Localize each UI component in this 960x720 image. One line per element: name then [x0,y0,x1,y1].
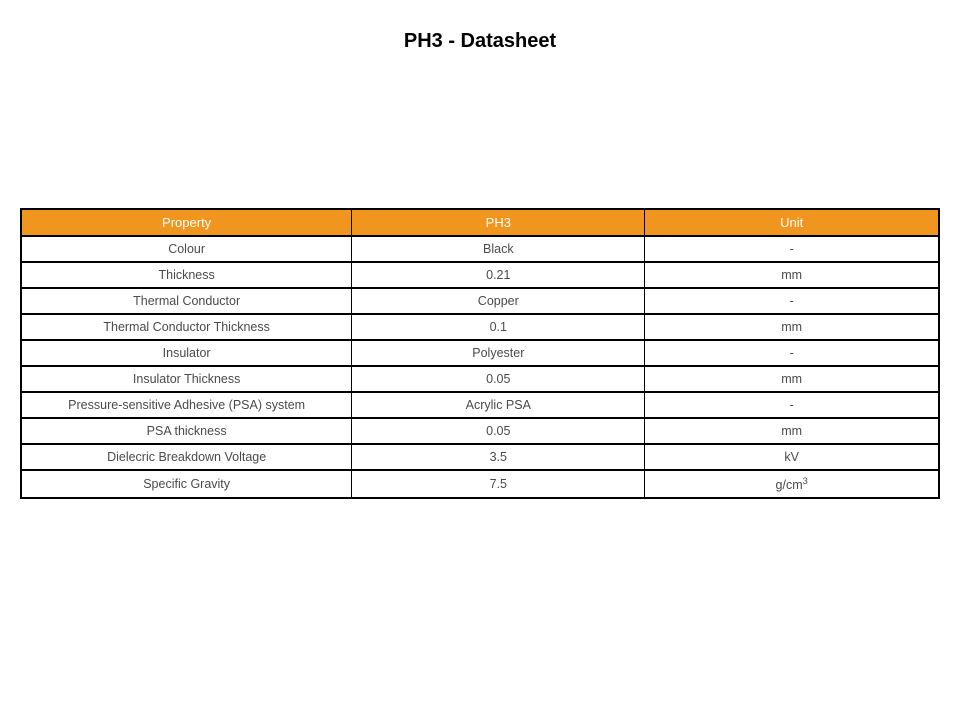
table-row: Thickness0.21mm [22,262,938,288]
table-row: Dielecric Breakdown Voltage3.5kV [22,444,938,470]
cell-property: Dielecric Breakdown Voltage [22,444,352,470]
table-row: Specific Gravity7.5g/cm3 [22,470,938,497]
datasheet-table: Property PH3 Unit ColourBlack-Thickness0… [22,210,938,497]
table-row: Thermal Conductor Thickness0.1mm [22,314,938,340]
cell-value: 0.05 [352,366,645,392]
cell-unit: - [645,236,938,262]
cell-value: 7.5 [352,470,645,497]
cell-property: Pressure-sensitive Adhesive (PSA) system [22,392,352,418]
cell-unit: - [645,340,938,366]
cell-unit: mm [645,418,938,444]
cell-unit: mm [645,366,938,392]
table-row: Pressure-sensitive Adhesive (PSA) system… [22,392,938,418]
cell-value: Copper [352,288,645,314]
cell-value: Polyester [352,340,645,366]
table-row: Insulator Thickness0.05mm [22,366,938,392]
cell-value: 3.5 [352,444,645,470]
cell-value: 0.05 [352,418,645,444]
table-header-row: Property PH3 Unit [22,210,938,236]
datasheet-table-wrap: Property PH3 Unit ColourBlack-Thickness0… [20,208,940,499]
cell-unit: g/cm3 [645,470,938,497]
cell-unit: kV [645,444,938,470]
col-header-unit: Unit [645,210,938,236]
table-body: ColourBlack-Thickness0.21mmThermal Condu… [22,236,938,497]
cell-property: Specific Gravity [22,470,352,497]
cell-property: Thickness [22,262,352,288]
cell-unit: - [645,392,938,418]
col-header-property: Property [22,210,352,236]
cell-property: Insulator Thickness [22,366,352,392]
cell-property: Colour [22,236,352,262]
table-row: PSA thickness0.05mm [22,418,938,444]
cell-property: Thermal Conductor Thickness [22,314,352,340]
col-header-value: PH3 [352,210,645,236]
cell-property: Thermal Conductor [22,288,352,314]
cell-property: Insulator [22,340,352,366]
cell-value: 0.21 [352,262,645,288]
table-row: ColourBlack- [22,236,938,262]
cell-unit: - [645,288,938,314]
cell-value: 0.1 [352,314,645,340]
cell-unit: mm [645,262,938,288]
page-title: PH3 - Datasheet [0,0,960,53]
table-row: InsulatorPolyester- [22,340,938,366]
cell-value: Acrylic PSA [352,392,645,418]
cell-property: PSA thickness [22,418,352,444]
cell-unit: mm [645,314,938,340]
cell-value: Black [352,236,645,262]
table-row: Thermal ConductorCopper- [22,288,938,314]
